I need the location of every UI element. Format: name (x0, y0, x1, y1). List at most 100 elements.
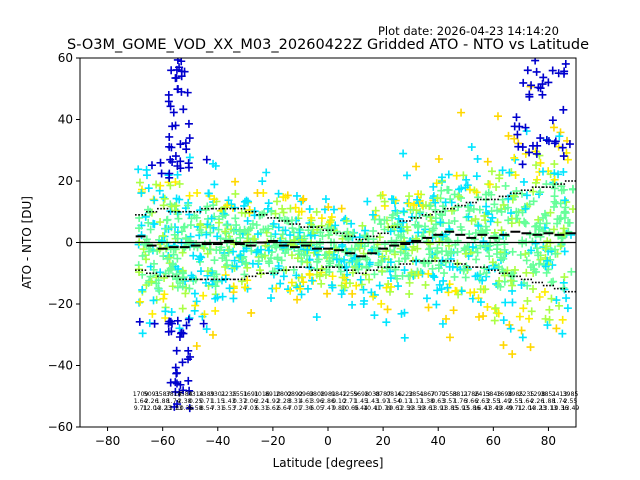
data-point (450, 217, 459, 226)
bin-stat-label: 3814 (166, 391, 182, 398)
bin-stat-label: 1.74 (553, 398, 567, 405)
data-point (565, 140, 574, 149)
bin-std-marker (234, 278, 236, 281)
data-point (427, 216, 436, 225)
data-point (541, 244, 550, 253)
bin-std-marker (284, 269, 287, 271)
data-point (478, 276, 487, 285)
data-point (253, 230, 262, 239)
data-point (431, 205, 440, 214)
bin-stat-label: 1016 (254, 391, 270, 398)
data-point (163, 254, 172, 263)
data-point (412, 213, 421, 222)
data-point (526, 343, 535, 352)
bin-std-marker (179, 210, 181, 213)
data-point (521, 249, 530, 258)
data-point (303, 284, 312, 293)
bin-std-marker (267, 272, 269, 275)
data-point (166, 378, 175, 387)
data-point (536, 255, 545, 264)
data-point (437, 173, 446, 182)
data-point (304, 226, 313, 235)
data-point (229, 294, 238, 303)
bin-std-marker (226, 207, 228, 210)
data-point (399, 207, 408, 216)
bin-std-marker (292, 266, 295, 268)
bin-stat-label: 1.64 (520, 398, 534, 405)
bin-std-marker (256, 214, 258, 216)
data-point (563, 155, 572, 164)
data-point (272, 197, 281, 206)
bin-std-marker (366, 235, 369, 238)
bin-std-marker (155, 272, 158, 275)
data-point (168, 259, 177, 268)
data-point (231, 189, 240, 198)
data-point (529, 187, 538, 196)
data-point (452, 171, 461, 180)
data-point (166, 317, 175, 326)
bin-std-marker (160, 207, 162, 210)
bin-std-marker (193, 210, 195, 213)
bin-std-marker (376, 235, 378, 238)
data-point (444, 170, 453, 179)
data-point (414, 221, 423, 230)
bin-stat-label: 2551 (232, 391, 248, 398)
data-point (490, 200, 499, 209)
data-point (286, 286, 295, 295)
data-point (168, 157, 177, 166)
bin-std-marker (552, 186, 555, 188)
data-point (152, 180, 161, 189)
bin-std-marker (287, 220, 290, 222)
data-point (213, 232, 222, 241)
data-point (445, 262, 454, 271)
data-point (560, 247, 569, 256)
data-point (388, 211, 397, 220)
data-point (200, 310, 209, 319)
bin-std-marker (553, 287, 556, 290)
data-point (157, 237, 166, 246)
bin-std-marker (428, 260, 430, 262)
data-point (450, 272, 459, 281)
data-point (533, 141, 542, 150)
data-point (279, 208, 288, 217)
bin-std-marker (574, 290, 576, 293)
data-point (399, 218, 408, 227)
bin-stat-label: 7.31 (211, 405, 225, 412)
bin-stat-label: 2.28 (277, 398, 291, 405)
data-point (196, 267, 205, 276)
data-point (173, 283, 182, 292)
data-point (556, 242, 565, 251)
bin-stat-label: 1.38 (420, 398, 434, 405)
bin-std-marker (218, 278, 221, 281)
bin-std-marker (157, 207, 159, 210)
data-point (173, 162, 182, 171)
bin-std-marker (552, 284, 555, 287)
data-point (522, 256, 531, 265)
data-point (508, 298, 517, 307)
data-point (359, 285, 368, 294)
data-point (525, 92, 534, 101)
data-point (340, 273, 349, 282)
data-point (419, 258, 428, 267)
bin-std-marker (494, 198, 496, 201)
data-point (535, 223, 544, 232)
bin-std-marker (516, 192, 518, 195)
data-point (167, 327, 176, 336)
data-point (497, 226, 506, 235)
data-point (185, 153, 194, 162)
data-point (254, 257, 263, 266)
data-point (345, 279, 354, 288)
data-point (321, 195, 330, 204)
data-point (279, 272, 288, 281)
data-point (135, 178, 144, 187)
plot-date-label: Plot date: 2026-04-23 14:14:20 (378, 24, 559, 38)
data-point (176, 380, 185, 389)
bin-stat-label: 0.10 (332, 398, 346, 405)
data-point (267, 294, 276, 303)
bin-std-marker (442, 260, 444, 262)
data-point (484, 265, 493, 274)
bin-stat-label: 13.13 (540, 405, 558, 412)
data-point (380, 197, 389, 206)
data-point (530, 265, 539, 274)
bin-std-marker (520, 278, 523, 281)
